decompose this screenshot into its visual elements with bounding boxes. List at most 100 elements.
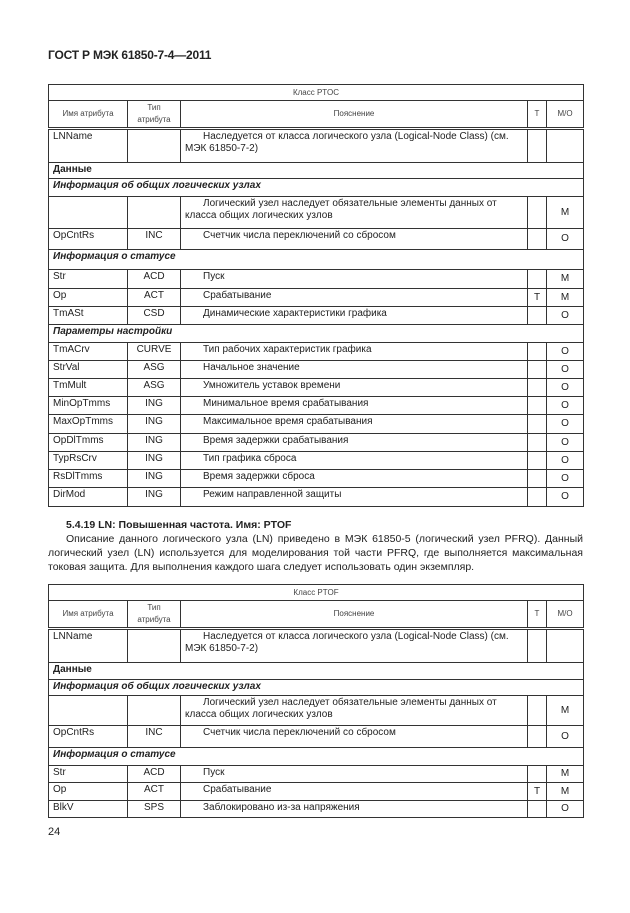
group-label: Информация о статусе (48, 249, 584, 270)
transient-flag (527, 765, 547, 783)
column-header-attr-name: Имя атрибута (48, 600, 128, 630)
attribute-name (48, 196, 128, 229)
group-label: Информация о статусе (47, 747, 585, 766)
transient-flag (527, 414, 547, 434)
transient-flag (527, 725, 547, 748)
transient-flag: T (527, 288, 547, 307)
transient-flag (527, 800, 547, 818)
transient-flag (527, 196, 547, 229)
attribute-name: LNName (48, 128, 128, 163)
attribute-description: Логический узел наследует обязательные э… (180, 695, 528, 726)
attribute-name: OpCntRs (48, 725, 128, 748)
table-row: Логический узел наследует обязательные э… (48, 196, 584, 229)
mandatory-optional (546, 128, 584, 163)
class-title-row: Класс PTOC (48, 84, 584, 101)
mandatory-optional: M (546, 196, 584, 229)
attribute-name: RsDlTmms (48, 469, 128, 488)
attribute-name: BlkV (48, 800, 128, 818)
column-header-row: Имя атрибута Тип атрибута Пояснение Т М/О (48, 600, 585, 630)
table-row: Str ACD Пуск M (48, 269, 584, 289)
mandatory-optional: O (546, 378, 584, 397)
attribute-name: MinOpTmms (48, 396, 128, 415)
attribute-type: ING (127, 451, 181, 470)
attribute-description: Срабатывание (180, 288, 528, 307)
table-row: TypRsCrv ING Тип графика сброса O (48, 451, 584, 470)
section-title: 5.4.19 LN: Повышенная частота. Имя: PTOF (66, 519, 292, 531)
attribute-name: OpCntRs (48, 228, 128, 250)
attribute-type: ACD (127, 269, 181, 289)
mandatory-optional: O (546, 228, 584, 250)
mandatory-optional: O (545, 800, 585, 818)
attribute-name (48, 695, 128, 726)
mandatory-optional: O (545, 725, 585, 748)
attribute-type: ASG (127, 378, 181, 397)
transient-flag (527, 378, 547, 397)
transient-flag (527, 342, 547, 361)
attribute-name: OpDlTmms (48, 433, 128, 452)
transient-flag: T (527, 782, 547, 801)
group-row: Данные (48, 162, 584, 179)
mandatory-optional: M (546, 269, 584, 289)
table-row: BlkV SPS Заблокировано из-за напряжения O (48, 800, 585, 818)
transient-flag (527, 469, 547, 488)
document-header: ГОСТ Р МЭК 61850-7-4—2011 (48, 48, 212, 62)
attribute-description: Начальное значение (180, 360, 528, 379)
class-title: Класс PTOF (47, 584, 585, 601)
transient-flag (527, 433, 547, 452)
attribute-type: INC (127, 228, 181, 250)
attribute-description: Срабатывание (180, 782, 528, 801)
transient-flag (527, 269, 547, 289)
column-header-mo: М/О (546, 100, 584, 130)
table-row: OpCntRs INC Счетчик числа переключений со … (48, 228, 584, 250)
attribute-description: Минимальное время срабатывания (180, 396, 528, 415)
attribute-name: DirMod (48, 487, 128, 507)
attribute-type: ING (127, 414, 181, 434)
group-row: Информация об общих логических узлах (48, 178, 584, 197)
attribute-type: ING (127, 469, 181, 488)
table-row: TmACrv CURVE Тип рабочих характеристик гра… (48, 342, 584, 361)
column-header-t: Т (527, 100, 547, 130)
mandatory-optional: O (546, 306, 584, 325)
attribute-description: Счетчик числа переключений со сбросом (180, 228, 528, 250)
attribute-name: Op (48, 782, 128, 801)
mandatory-optional: O (546, 433, 584, 452)
attribute-description: Время задержки сброса (180, 469, 528, 488)
attribute-type: SPS (127, 800, 181, 818)
page-number: 24 (48, 826, 61, 838)
attribute-description: Наследуется от класса логического узла (… (180, 628, 528, 663)
column-header-attr-name: Имя атрибута (48, 100, 128, 130)
table-row: Логический узел наследует обязательные э… (48, 695, 585, 726)
section-paragraph: Описание данного логического узла (LN) п… (48, 533, 583, 573)
transient-flag (527, 451, 547, 470)
group-label: Параметры настройки (48, 324, 584, 343)
transient-flag (527, 228, 547, 250)
attribute-type (127, 128, 181, 163)
group-label: Информация об общих логических узлах (48, 178, 584, 197)
group-row: Информация о статусе (47, 747, 585, 766)
group-label: Данные (47, 662, 585, 680)
attribute-name: StrVal (48, 360, 128, 379)
mandatory-optional: O (546, 487, 584, 507)
attribute-description: Время задержки срабатывания (180, 433, 528, 452)
attribute-type: ING (127, 487, 181, 507)
table-row: LNName Наследуется от класса логического … (48, 628, 585, 663)
table-row: MaxOpTmms ING Максимальное время срабатыва… (48, 414, 584, 434)
attribute-description: Пуск (180, 765, 528, 783)
attribute-description: Максимальное время срабатывания (180, 414, 528, 434)
table-row: Op ACT Срабатывание T M (48, 288, 584, 307)
mandatory-optional: M (546, 288, 584, 307)
class-title-row: Класс PTOF (47, 584, 585, 601)
transient-flag (527, 306, 547, 325)
attribute-name: TmMult (48, 378, 128, 397)
mandatory-optional (545, 628, 585, 663)
attribute-type: ACT (127, 782, 181, 801)
column-header-attr-type: Тип атрибута (127, 100, 181, 130)
ptoc-class-table: Класс PTOC Имя атрибута Тип атрибута Поясне… (48, 84, 584, 507)
mandatory-optional: O (546, 469, 584, 488)
attribute-name: Str (48, 765, 128, 783)
group-row: Данные (47, 662, 585, 680)
attribute-type: ACD (127, 765, 181, 783)
attribute-description: Тип графика сброса (180, 451, 528, 470)
attribute-type: ACT (127, 288, 181, 307)
mandatory-optional: O (546, 414, 584, 434)
